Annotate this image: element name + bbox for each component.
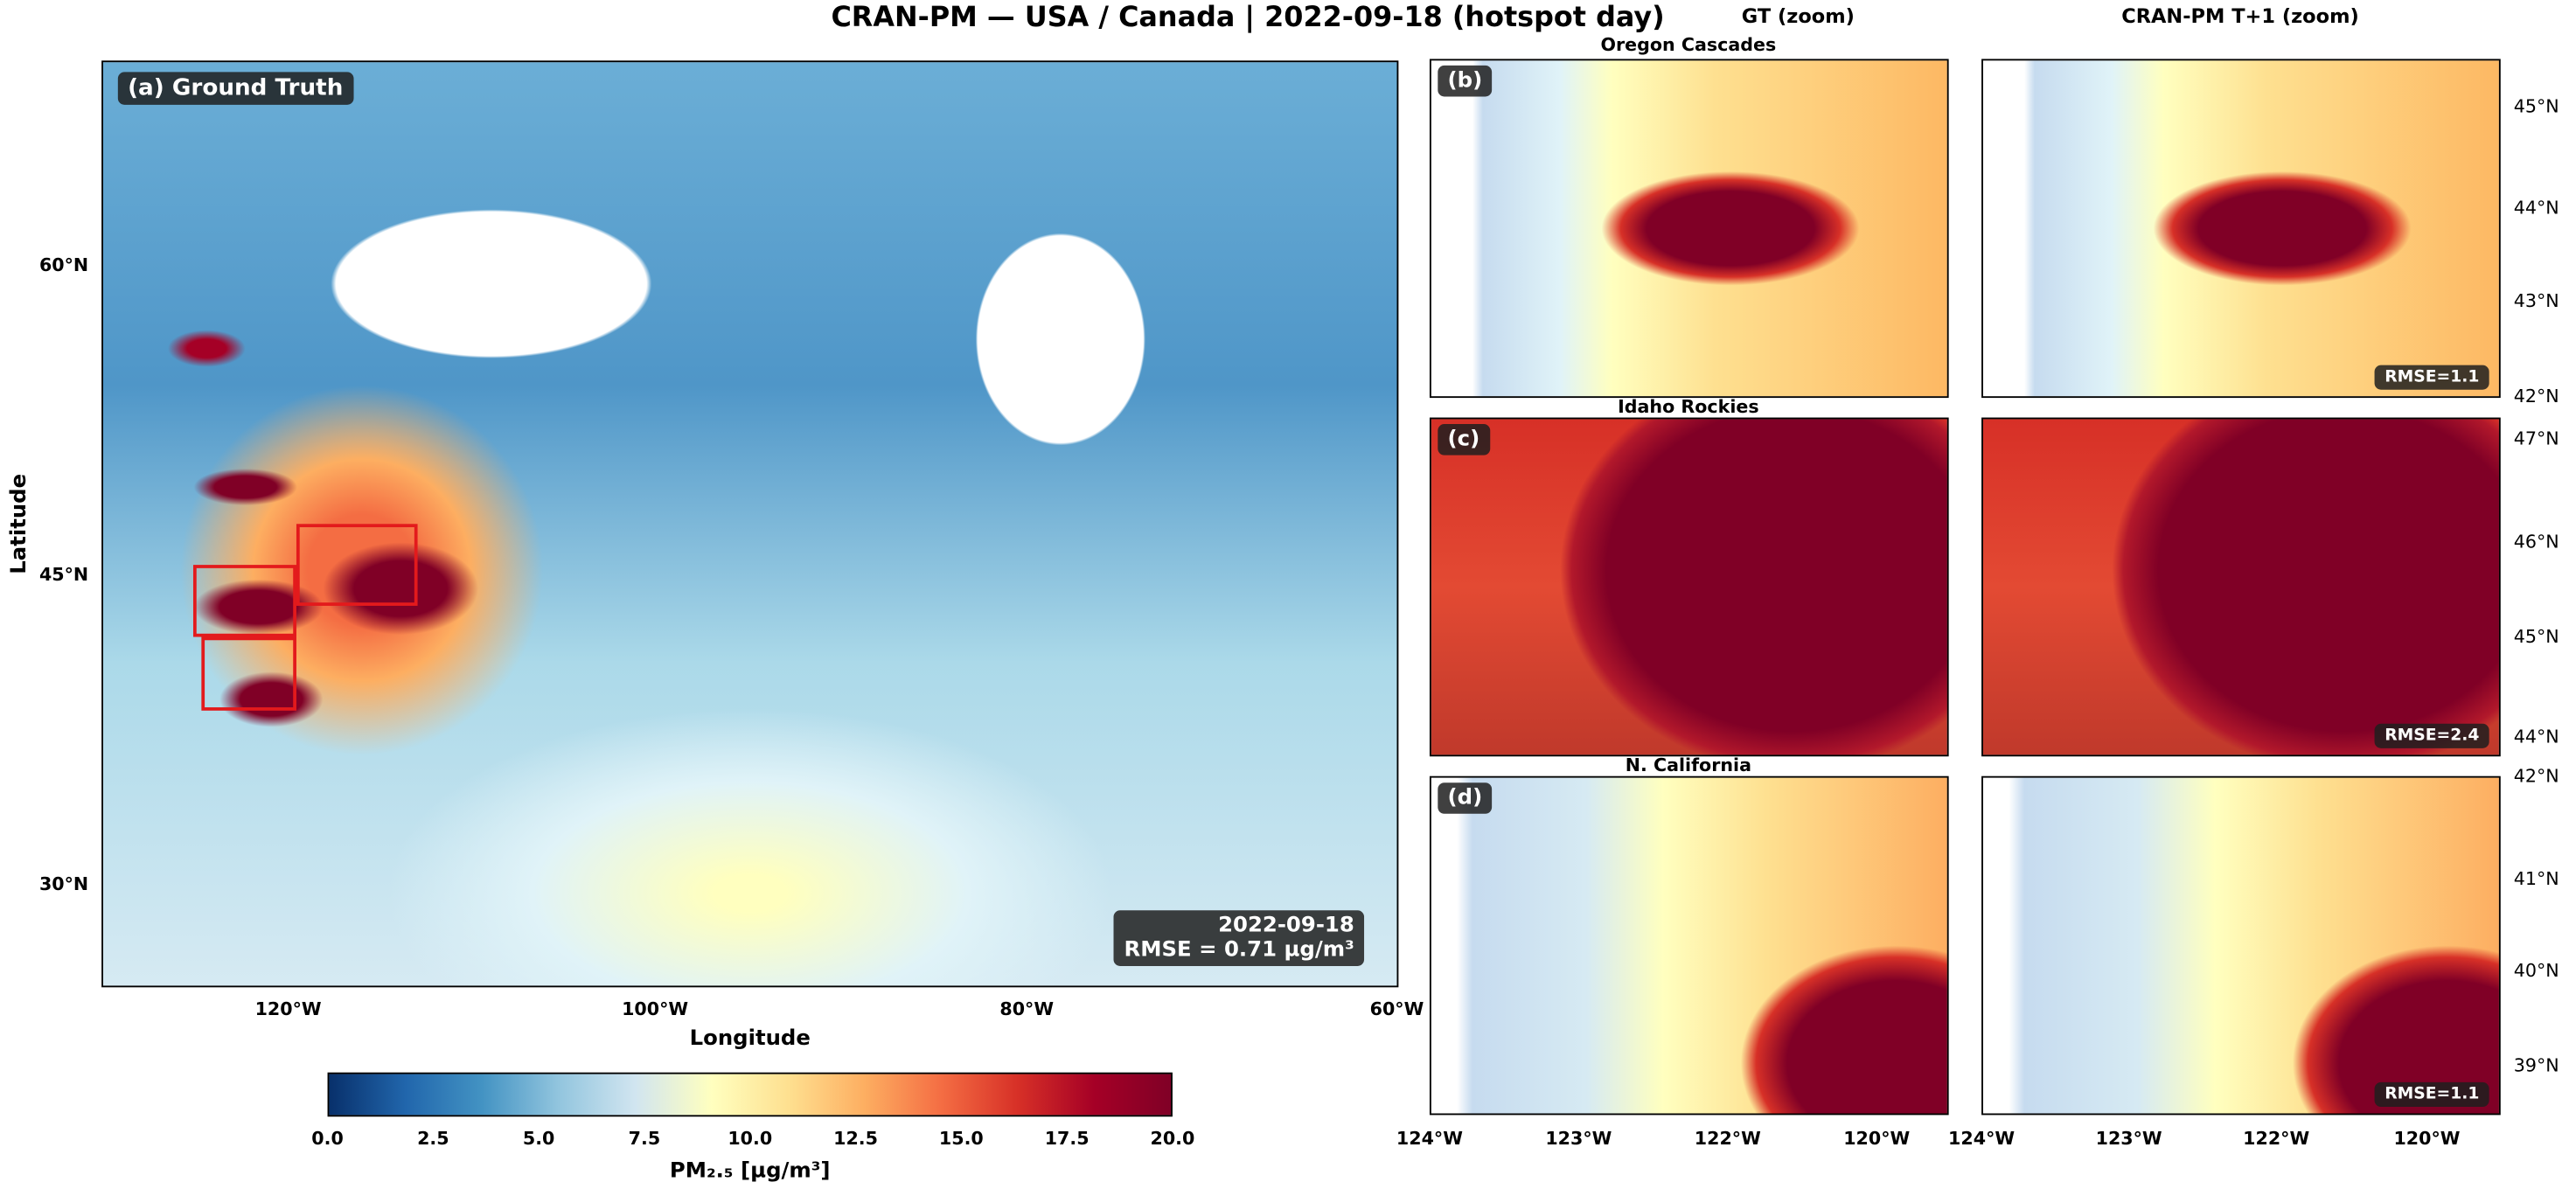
zoom-box-idaho [296, 524, 418, 606]
pred-idaho-map: RMSE=2.4 [1981, 417, 2501, 757]
panel-d-label: (d) [1438, 782, 1493, 814]
zoom-y-tick: 43°N [2513, 290, 2559, 312]
colorbar-tick: 15.0 [938, 1128, 984, 1150]
colorbar-tick: 10.0 [728, 1128, 773, 1150]
zoom-box-oregon [192, 565, 296, 637]
x-tick: 120°W [254, 998, 322, 1020]
pred-ncal-map: RMSE=1.1 [1981, 775, 2501, 1116]
colorbar-tick: 7.5 [628, 1128, 661, 1150]
zoom-y-tick: 42°N [2513, 765, 2559, 787]
zoom-x-tick: 123°W [1545, 1128, 1612, 1150]
region-title: Oregon Cascades [1600, 34, 1777, 56]
y-tick: 45°N [38, 564, 89, 586]
colorbar-tick: 0.0 [311, 1128, 344, 1150]
zoom-y-tick: 45°N [2513, 626, 2559, 648]
gt-ncal-map: (d) [1429, 775, 1949, 1116]
panel-a-label: (a) Ground Truth [117, 72, 353, 105]
rmse-text: RMSE = 0.71 µg/m³ [1124, 938, 1354, 963]
gt-idaho-map: (c) [1429, 417, 1949, 757]
x-tick: 100°W [622, 998, 689, 1020]
x-tick: 60°W [1369, 998, 1424, 1020]
y-axis-label: Latitude [7, 473, 32, 574]
zoom-y-tick: 41°N [2513, 868, 2559, 890]
zoom-y-tick: 47°N [2513, 428, 2559, 450]
zoom-y-tick: 42°N [2513, 386, 2559, 407]
figure-title: CRAN-PM — USA / Canada | 2022-09-18 (hot… [831, 1, 1665, 35]
zoom-x-tick: 124°W [1396, 1128, 1463, 1150]
y-tick: 60°N [38, 254, 89, 276]
zoom-y-tick: 44°N [2513, 197, 2559, 219]
region-title: N. California [1625, 754, 1752, 776]
region-title: Idaho Rockies [1618, 396, 1759, 418]
column-header-pred: CRAN-PM T+1 (zoom) [2121, 4, 2359, 28]
zoom-y-tick: 45°N [2513, 95, 2559, 117]
rmse-badge: RMSE=1.1 [2374, 365, 2489, 390]
zoom-x-tick: 120°W [1843, 1128, 1911, 1150]
zoom-x-tick: 120°W [2393, 1128, 2461, 1150]
zoom-y-tick: 44°N [2513, 726, 2559, 748]
main-map: (a) Ground Truth 2022-09-18 RMSE = 0.71 … [101, 60, 1399, 988]
date-rmse-box: 2022-09-18 RMSE = 0.71 µg/m³ [1114, 910, 1365, 966]
x-axis-label: Longitude [689, 1026, 811, 1052]
rmse-badge: RMSE=1.1 [2374, 1081, 2489, 1108]
zoom-box-ncal [201, 636, 296, 711]
x-tick: 80°W [999, 998, 1055, 1020]
zoom-x-tick: 122°W [2243, 1128, 2310, 1150]
date-text: 2022-09-18 [1218, 914, 1354, 939]
zoom-x-tick: 124°W [1948, 1128, 2016, 1150]
gt-oregon-map: (b) [1429, 59, 1949, 399]
pred-oregon-map: RMSE=1.1 [1981, 59, 2501, 399]
y-tick: 30°N [38, 873, 89, 895]
colorbar-tick: 5.0 [522, 1128, 555, 1150]
colorbar-tick: 17.5 [1044, 1128, 1090, 1150]
colorbar-tick: 12.5 [833, 1128, 878, 1150]
zoom-x-tick: 122°W [1694, 1128, 1761, 1150]
panel-b-label: (b) [1438, 65, 1493, 97]
rmse-badge: RMSE=2.4 [2374, 723, 2489, 748]
zoom-y-tick: 40°N [2513, 960, 2559, 982]
colorbar-label: PM₂.₅ [µg/m³] [669, 1158, 831, 1185]
panel-c-label: (c) [1438, 424, 1490, 455]
zoom-y-tick: 39°N [2513, 1055, 2559, 1077]
column-header-gt: GT (zoom) [1741, 4, 1855, 28]
colorbar-tick: 2.5 [417, 1128, 449, 1150]
colorbar-tick: 20.0 [1150, 1128, 1195, 1150]
zoom-x-tick: 123°W [2095, 1128, 2162, 1150]
colorbar [327, 1072, 1173, 1117]
zoom-y-tick: 46°N [2513, 531, 2559, 553]
